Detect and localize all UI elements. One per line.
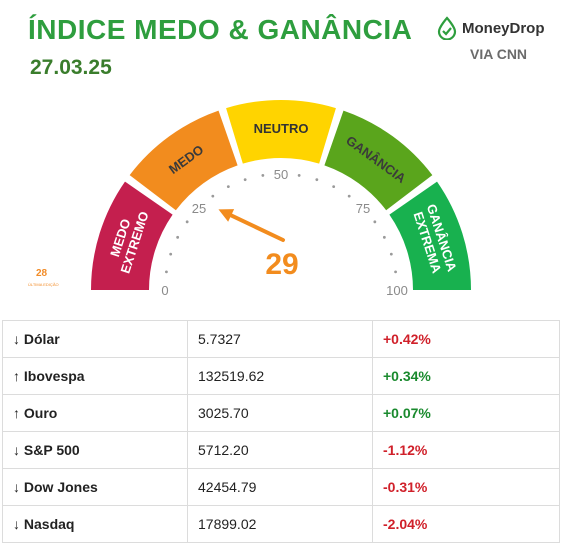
- table-row: ↓ S&P 500 5712.20 -1.12%: [2, 431, 560, 469]
- market-change: +0.07%: [372, 394, 560, 432]
- gauge-tick-dot: [382, 235, 386, 239]
- gauge-tick-label: 25: [192, 201, 206, 216]
- logo-text: MoneyDrop: [462, 19, 545, 37]
- gauge-segments: MEDOEXTREMOMEDONEUTROGANÂNCIAGANÂNCIAEXT…: [91, 100, 472, 290]
- gauge-tick-dot: [373, 220, 377, 224]
- market-value: 3025.70: [187, 394, 373, 432]
- gauge-tick-dot: [176, 235, 180, 239]
- market-change: +0.42%: [372, 320, 560, 358]
- gauge-label-extreme-fear: MEDOEXTREMO: [103, 205, 151, 275]
- last-edition-value: 28: [36, 268, 48, 279]
- gauge-tick-label: 0: [161, 283, 168, 298]
- gauge-tick-dot: [261, 174, 265, 177]
- gauge-segment-fear: [129, 110, 238, 211]
- table-row: ↓ Nasdaq 17899.02 -2.04%: [2, 505, 560, 543]
- market-value: 5712.20: [187, 431, 373, 469]
- market-value: 42454.79: [187, 468, 373, 506]
- gauge-tick-dot: [347, 194, 351, 198]
- market-name: ↑ Ibovespa: [2, 357, 188, 395]
- market-name: ↓ Dow Jones: [2, 468, 188, 506]
- gauge-segment-extreme-fear: [91, 181, 173, 290]
- gauge-tick-label: 100: [386, 283, 408, 298]
- market-change: +0.34%: [372, 357, 560, 395]
- gauge-label-neutral: NEUTRO: [254, 121, 309, 136]
- market-change: -2.04%: [372, 505, 560, 543]
- market-name: ↓ Dólar: [2, 320, 188, 358]
- table-row: ↓ Dólar 5.7327 +0.42%: [2, 320, 560, 358]
- table-row: ↑ Ibovespa 132519.62 +0.34%: [2, 357, 560, 395]
- market-name: ↑ Ouro: [2, 394, 188, 432]
- gauge-label-line: NEUTRO: [254, 121, 309, 136]
- gauge-segment-neutral: [226, 100, 336, 164]
- market-change: -1.12%: [372, 431, 560, 469]
- market-change: -0.31%: [372, 468, 560, 506]
- gauge-tick-dot: [297, 174, 301, 177]
- gauge-segment-greed: [324, 110, 433, 211]
- table-row: ↓ Dow Jones 42454.79 -0.31%: [2, 468, 560, 506]
- gauge-segment-extreme-greed: [389, 181, 472, 290]
- market-value: 17899.02: [187, 505, 373, 543]
- gauge-tick-dot: [332, 185, 336, 189]
- market-name: ↓ S&P 500: [2, 431, 188, 469]
- gauge-value: 29: [265, 248, 298, 281]
- gauge-tick-dot: [315, 178, 319, 182]
- date-label: 27.03.25: [30, 56, 112, 79]
- gauge-tick-dot: [185, 220, 189, 224]
- table-row: ↑ Ouro 3025.70 +0.07%: [2, 394, 560, 432]
- gauge-tick-dot: [211, 194, 215, 198]
- gauge-tick-label: 75: [356, 201, 370, 216]
- drop-logo-icon: [437, 16, 457, 40]
- gauge-tick-label: 50: [274, 167, 288, 182]
- last-edition-label: ÚLTIMA EDIÇÃO: [28, 282, 59, 287]
- gauge-tick-dot: [226, 185, 230, 189]
- gauge-ticks: 0 25 50 75 100: [161, 167, 407, 298]
- gauge-pointer: [218, 209, 285, 242]
- market-value: 132519.62: [187, 357, 373, 395]
- page-title: ÍNDICE MEDO & GANÂNCIA: [28, 14, 413, 45]
- market-name: ↓ Nasdaq: [2, 505, 188, 543]
- gauge-tick-dot: [389, 252, 393, 256]
- logo: MoneyDrop: [436, 16, 545, 40]
- market-value: 5.7327: [187, 320, 373, 358]
- markets-table: ↓ Dólar 5.7327 +0.42% ↑ Ibovespa 132519.62 +0…: [2, 320, 560, 543]
- fear-greed-gauge: MEDOEXTREMOMEDONEUTROGANÂNCIAGANÂNCIAEXT…: [91, 100, 472, 298]
- pointer-shaft: [223, 210, 285, 242]
- gauge-tick-dot: [165, 270, 168, 274]
- via-label: VIA CNN: [470, 46, 528, 62]
- gauge-tick-dot: [243, 178, 247, 182]
- pointer-arrowhead: [218, 209, 235, 222]
- gauge-tick-dot: [169, 252, 173, 256]
- gauge-tick-dot: [394, 270, 397, 274]
